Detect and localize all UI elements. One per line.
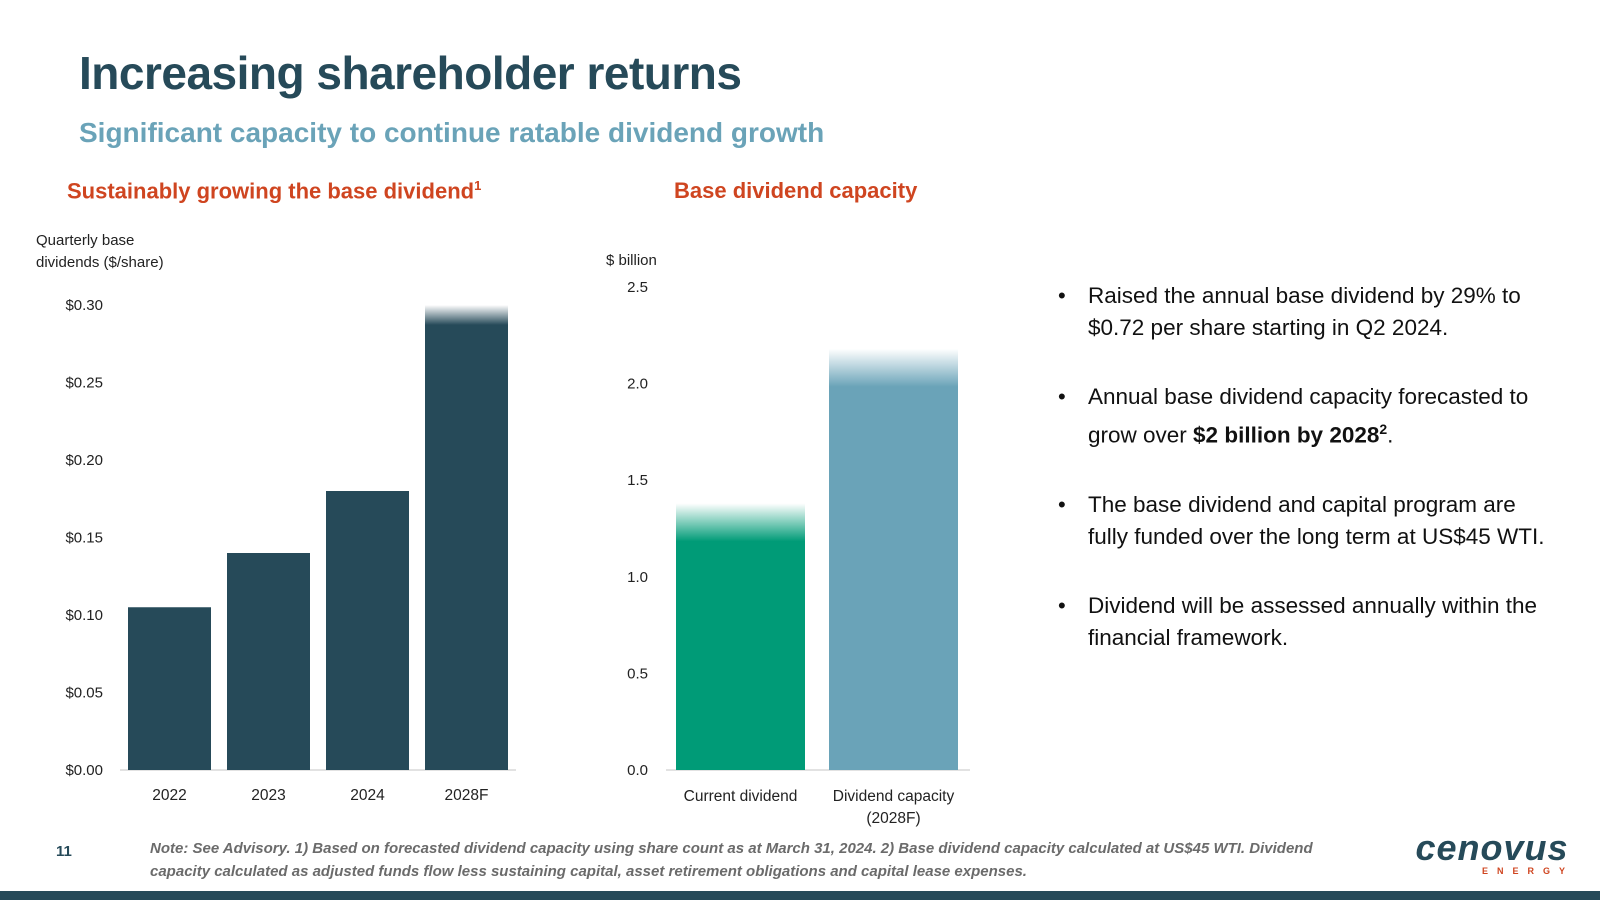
y-tick-label: $0.30 xyxy=(65,297,103,314)
x-category-label: Dividend capacity xyxy=(833,788,955,805)
y-tick-label: 1.5 xyxy=(627,472,648,489)
y-tick-label: 1.0 xyxy=(627,569,648,586)
y-tick-label: 0.5 xyxy=(627,665,648,682)
bullet-text: Dividend will be assessed annually withi… xyxy=(1088,592,1538,650)
y-tick-label: $0.15 xyxy=(65,530,103,547)
dividend-bar-chart: $0.00 $0.05 $0.10 $0.15 $0.20 $0.25 $0.30 2022 2… xyxy=(65,297,516,804)
cenovus-logo: cenovus ENERGY xyxy=(1412,827,1575,877)
chart1-ylabel: Quarterly base dividends ($/share) xyxy=(36,230,164,274)
bar-2022 xyxy=(128,607,211,770)
chart1-ylabel-line2: dividends ($/share) xyxy=(36,254,164,271)
key-points-list: • Raised the annual base dividend by 29% … xyxy=(1058,280,1558,691)
y-tick-label: 0.0 xyxy=(627,762,648,779)
bullet-text: Raised the annual base dividend by 29% t… xyxy=(1088,283,1521,340)
chart2-title: Base dividend capacity xyxy=(674,178,918,203)
bullet-footnote: 2 xyxy=(1379,421,1388,437)
bullet-dot: • xyxy=(1058,283,1066,308)
y-tick-label: 2.5 xyxy=(627,279,648,296)
bar-2028f xyxy=(425,305,508,770)
y-tick-label: $0.05 xyxy=(65,685,103,702)
logo-subtext: ENERGY xyxy=(1482,866,1575,876)
bullet-item: • Dividend will be assessed annually with… xyxy=(1058,590,1558,654)
bar-2023 xyxy=(227,553,310,770)
bar-dividend-capacity-2028f- xyxy=(829,348,958,770)
chart1-title-footnote: 1 xyxy=(474,178,482,193)
bullet-item: • Annual base dividend capacity forecaste… xyxy=(1058,381,1558,452)
x-category-label: Current dividend xyxy=(684,788,798,805)
bullet-item: • Raised the annual base dividend by 29% … xyxy=(1058,280,1558,344)
footer-band xyxy=(0,891,1600,900)
bullet-text: The base dividend and capital program ar… xyxy=(1088,491,1545,549)
capacity-bar-chart: 0.0 0.5 1.0 1.5 2.0 2.5 Current dividend Divide… xyxy=(627,279,970,827)
slide-subtitle: Significant capacity to continue ratable… xyxy=(79,117,825,148)
chart2-ylabel: $ billion xyxy=(606,252,657,269)
chart1-title-text: Sustainably growing the base dividend xyxy=(67,178,475,204)
y-tick-label: 2.0 xyxy=(627,376,648,393)
bullet-dot: • xyxy=(1058,491,1066,517)
y-tick-label: $0.20 xyxy=(65,452,103,469)
y-tick-label: $0.00 xyxy=(65,762,103,779)
bullet-text: Annual base dividend capacity forecasted… xyxy=(1088,384,1529,448)
x-category-label: 2024 xyxy=(350,787,385,804)
x-category-label: 2022 xyxy=(152,787,186,804)
y-tick-label: $0.10 xyxy=(65,607,103,624)
bar-2024 xyxy=(326,491,409,770)
chart1-ylabel-line1: Quarterly base xyxy=(36,232,135,249)
slide-title: Increasing shareholder returns xyxy=(79,47,742,99)
bullet-dot: • xyxy=(1058,592,1066,618)
x-category-label: (2028F) xyxy=(866,810,920,827)
bullet-emphasis: $2 billion by 2028 xyxy=(1193,422,1380,448)
x-category-label: 2028F xyxy=(445,787,489,804)
bullet-dot: • xyxy=(1058,384,1066,409)
footnote-text: Note: See Advisory. 1) Based on forecast… xyxy=(150,840,1313,880)
logo-wordmark: cenovus xyxy=(1415,827,1569,868)
x-category-label: 2023 xyxy=(251,787,285,804)
bar-current-dividend xyxy=(676,503,805,770)
page-number: 11 xyxy=(56,843,72,860)
bullet-item: • The base dividend and capital program a… xyxy=(1058,489,1558,553)
y-tick-label: $0.25 xyxy=(65,375,103,392)
chart1-title: Sustainably growing the base dividend1 xyxy=(67,178,481,204)
bullet-text-end: . xyxy=(1387,422,1394,448)
